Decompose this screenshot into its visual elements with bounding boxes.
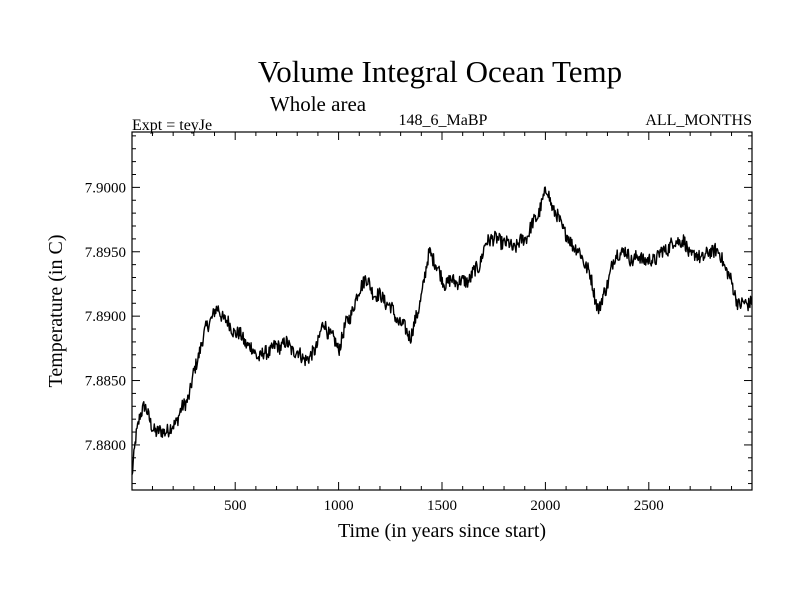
y-tick-label: 7.8850 <box>85 374 126 390</box>
temperature-series-line <box>131 186 753 475</box>
y-tick-label: 7.8950 <box>85 245 126 261</box>
x-axis: 500 1000 1500 2000 2500 <box>151 132 733 514</box>
chart-title: Volume Integral Ocean Temp <box>258 54 622 89</box>
x-tick-label: 1000 <box>324 498 354 514</box>
y-tick-label: 7.8800 <box>85 438 126 454</box>
y-tick-label: 7.9000 <box>85 180 126 196</box>
chart-subtitle: Whole area <box>270 92 367 116</box>
x-tick-label: 500 <box>224 498 247 514</box>
x-axis-label: Time (in years since start) <box>338 520 546 542</box>
experiment-label: Expt = teyJe <box>132 117 212 134</box>
y-axis: 7.8800 7.8850 7.8900 7.8950 7.9000 <box>85 135 752 485</box>
x-tick-label: 1500 <box>427 498 457 514</box>
x-tick-label: 2000 <box>530 498 560 514</box>
y-axis-label: Temperature (in C) <box>45 235 67 388</box>
plot-frame <box>131 131 753 491</box>
y-tick-label: 7.8900 <box>85 309 126 325</box>
run-label: 148_6_MaBP <box>399 112 488 129</box>
season-label: ALL_MONTHS <box>645 112 752 129</box>
x-tick-label: 2500 <box>634 498 664 514</box>
